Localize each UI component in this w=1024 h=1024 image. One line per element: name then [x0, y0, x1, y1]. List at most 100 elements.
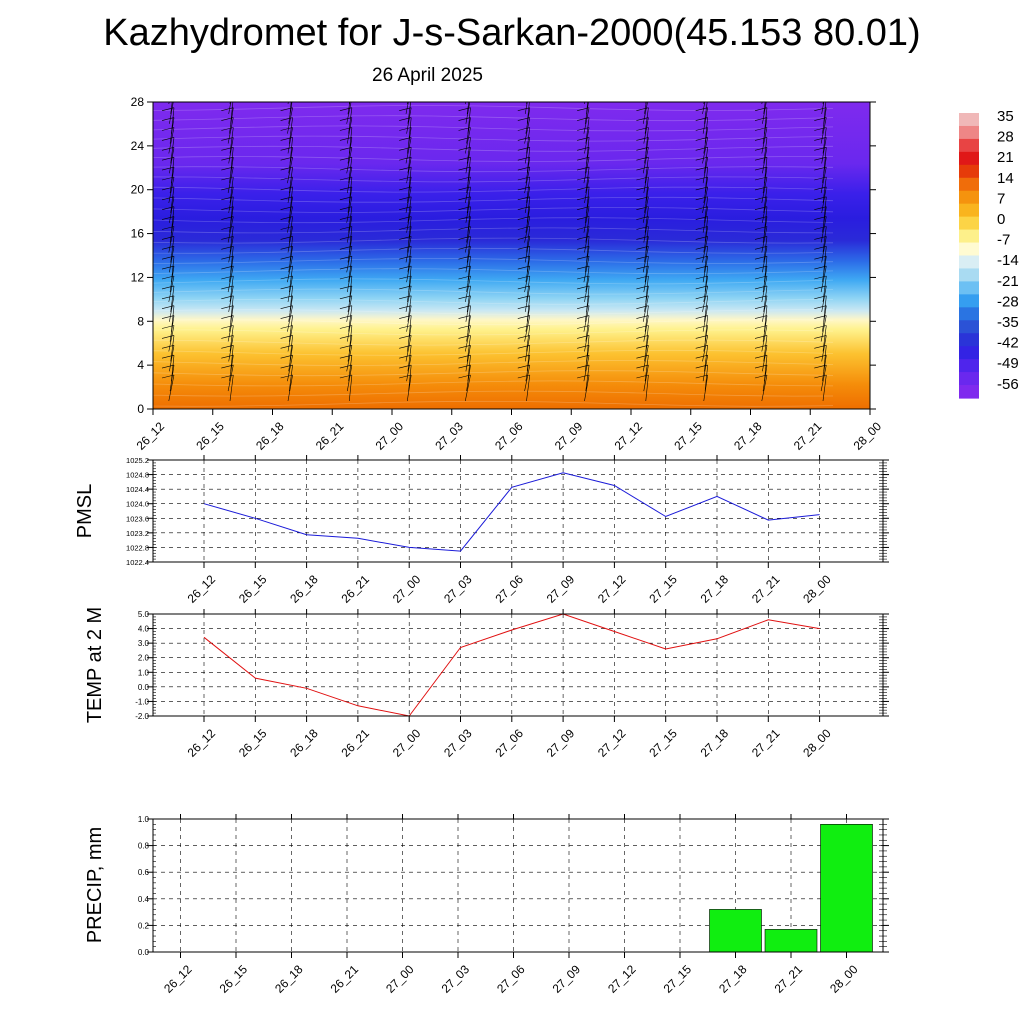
wind-barb [636, 335, 649, 362]
contour-line [153, 319, 834, 326]
contour-line [153, 288, 834, 295]
wind-barb [517, 255, 531, 283]
x-tick-label: 27_21 [772, 962, 806, 996]
x-tick-label: 27_09 [550, 962, 584, 996]
cs-x-tick-label: 26_18 [253, 419, 287, 453]
x-tick-label: 27_15 [661, 962, 695, 996]
x-tick-label: 27_06 [494, 962, 528, 996]
wind-barb [399, 374, 412, 402]
x-tick-label: 26_18 [272, 962, 306, 996]
wind-barb [644, 102, 647, 114]
y-tick-label: 1023.6 [126, 514, 149, 523]
colorbar-label: -42 [997, 335, 1019, 352]
wind-barb [517, 285, 531, 312]
wind-barb [517, 305, 531, 332]
wind-barb [814, 156, 827, 184]
colorbar-label: 35 [997, 108, 1014, 125]
x-tick-label: 27_03 [439, 962, 473, 996]
wind-barb [458, 216, 471, 243]
wind-barb [221, 285, 234, 312]
y-tick-label: 1024.8 [126, 471, 149, 480]
wind-barb [287, 102, 289, 105]
wind-barb [754, 117, 768, 144]
wind-barb [754, 364, 768, 392]
wind-barb [517, 354, 531, 382]
contour-line [153, 380, 834, 387]
cs-x-tick-label: 27_12 [612, 419, 646, 453]
precip-bar [820, 823, 873, 953]
wind-barb [754, 147, 768, 174]
wind-barb [517, 335, 531, 362]
contour-line [153, 145, 834, 152]
x-tick-label: 26_15 [217, 962, 251, 996]
wind-barb [399, 354, 412, 382]
wind-barb [280, 246, 293, 273]
wind-barb [822, 102, 824, 105]
wind-barb [161, 364, 175, 392]
wind-barb [763, 102, 766, 114]
wind-barb [814, 335, 827, 362]
wind-barb [339, 265, 353, 293]
contour-line [153, 156, 834, 162]
wind-barb [170, 102, 173, 114]
x-tick-label: 27_18 [716, 962, 750, 996]
wind-barb [586, 102, 588, 114]
contour-line [153, 400, 834, 407]
x-tick-label: 27_18 [698, 726, 732, 760]
x-tick-label: 26_15 [236, 726, 270, 760]
wind-barb [405, 102, 409, 114]
wind-barb [874, 227, 886, 253]
wind-barb [339, 117, 353, 144]
wind-barb [339, 315, 353, 342]
wind-barb [874, 286, 886, 312]
wind-barb [584, 102, 586, 105]
colorbar-label: 7 [997, 190, 1005, 207]
wind-barb [280, 325, 293, 352]
cross-section-field [153, 102, 870, 409]
wind-barb [874, 88, 886, 114]
cs-x-tick-label: 27_06 [492, 419, 526, 453]
wind-barb [695, 107, 708, 134]
y-tick-label: 1025.2 [126, 456, 149, 465]
wind-barb [814, 107, 827, 134]
wind-barb [874, 355, 886, 381]
wind-barb [221, 186, 234, 213]
wind-barb [695, 374, 708, 402]
x-tick-label: 27_12 [595, 572, 629, 606]
wind-barb [761, 102, 763, 105]
y-tick-label: 1023.2 [126, 529, 149, 538]
colorbar-swatch [959, 229, 979, 244]
wind-barb [636, 216, 649, 243]
wind-barb [399, 107, 412, 134]
y-tick-label: 1.0 [138, 668, 150, 677]
cs-x-tick-label: 26_21 [313, 419, 347, 453]
wind-barb [161, 117, 175, 144]
wind-barb [874, 296, 886, 322]
y-tick-label: 1022.4 [126, 558, 149, 567]
x-tick-label: 26_12 [185, 572, 219, 606]
wind-barb [339, 364, 353, 392]
wind-barb [577, 275, 590, 303]
colorbar-swatch [959, 294, 979, 308]
temp-panel: -2.0 -1.0 0.0 1.0 2.0 3.0 4.0 5.0 26_12 26_15 26_1… [84, 607, 889, 760]
wind-barb [399, 255, 412, 283]
pmsl-axis-label: PMSL [74, 484, 96, 538]
wind-barb [695, 275, 708, 303]
wind-barb [695, 156, 708, 184]
wind-barb [814, 285, 827, 312]
x-tick-label: 27_00 [390, 572, 424, 606]
colorbar-swatch [959, 372, 979, 386]
colorbar-swatch [959, 113, 979, 127]
wind-barb [221, 255, 234, 283]
pmsl-series-line [203, 472, 820, 552]
wind-barb [466, 102, 470, 114]
colorbar-swatch [959, 307, 979, 321]
wind-barb [703, 102, 705, 105]
wind-barb [636, 117, 649, 144]
colorbar-swatch [959, 320, 979, 334]
cs-x-tick-label: 27_03 [432, 419, 466, 453]
precip-bar [764, 929, 818, 953]
temp-series-line [203, 613, 820, 717]
wind-barb [874, 187, 886, 213]
